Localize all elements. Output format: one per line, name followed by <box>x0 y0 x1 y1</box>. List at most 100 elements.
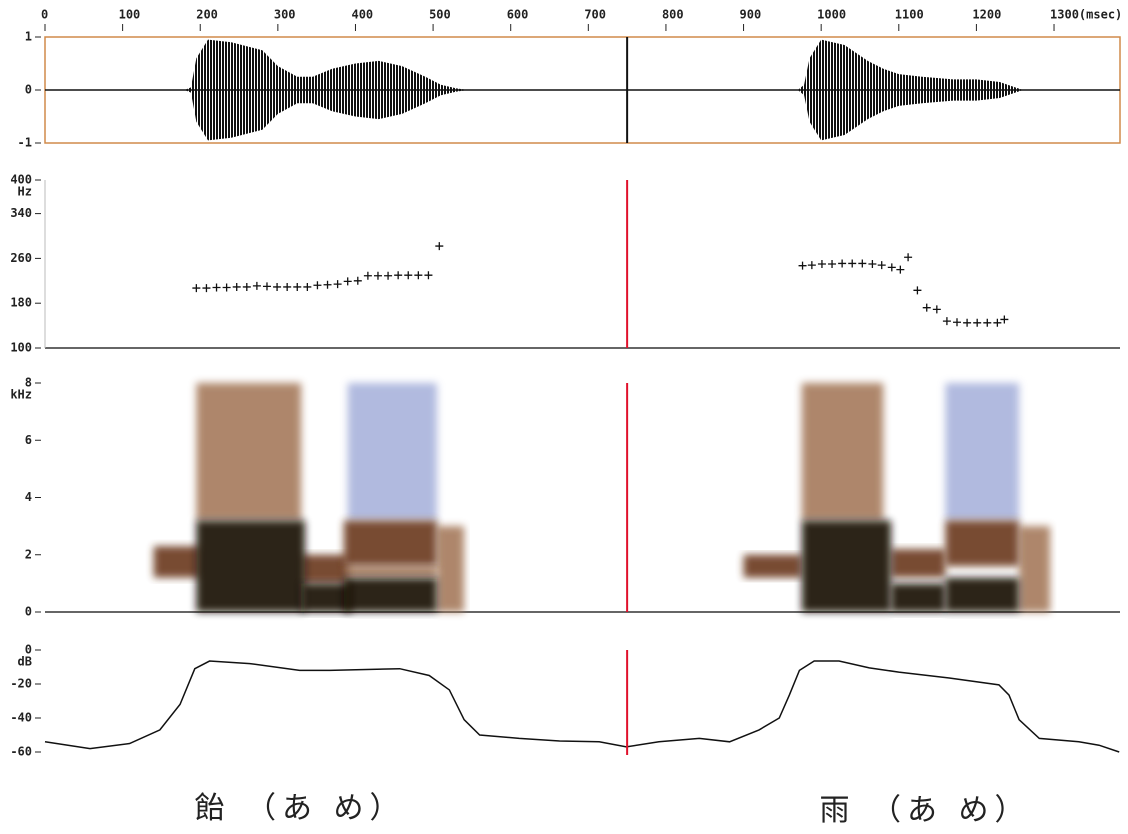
pitch-point <box>953 318 962 327</box>
y-tick-label: 2 <box>25 547 32 561</box>
waveform-lower <box>45 90 1120 141</box>
x-tick-label: 100 <box>119 8 141 22</box>
pitch-point <box>817 260 826 268</box>
pitch-point <box>858 259 867 268</box>
y-tick-label: 0 <box>25 83 32 97</box>
y-tick-label: 1 <box>25 30 32 44</box>
y-tick-label: 8 <box>25 376 32 390</box>
pitch-point <box>384 271 393 280</box>
spectral-region <box>196 383 302 521</box>
x-tick-label: 600 <box>507 8 529 22</box>
spectral-region <box>301 583 352 612</box>
x-tick-label: 0 <box>41 8 48 22</box>
pitch-point <box>262 282 271 291</box>
y-tick-label: 0 <box>25 605 32 619</box>
pitch-point <box>232 282 241 291</box>
pitch-point <box>983 318 992 327</box>
y-tick-label: 0 <box>25 643 32 657</box>
pitch-point <box>373 271 382 280</box>
pitch-point <box>963 318 972 327</box>
pitch-point <box>333 280 342 289</box>
spectral-region <box>945 383 1020 521</box>
y-tick-label: 4 <box>25 490 32 504</box>
spectral-region <box>301 554 348 584</box>
x-tick-label: 1200 <box>972 8 1001 22</box>
pitch-point <box>913 286 922 295</box>
spectral-region <box>801 383 884 521</box>
pitch-point <box>887 263 896 272</box>
pitch-point <box>212 283 221 292</box>
x-tick-label: 1300(msec) <box>1050 8 1122 22</box>
y-tick-label: -60 <box>10 745 32 759</box>
pitch-point <box>798 261 807 270</box>
y-unit-label: dB <box>18 655 32 669</box>
pitch-point <box>828 260 837 268</box>
y-tick-label: -20 <box>10 677 32 691</box>
pitch-point <box>424 271 433 280</box>
x-tick-label: 500 <box>429 8 451 22</box>
spectral-region <box>436 526 465 612</box>
pitch-point <box>353 276 362 285</box>
spectral-region <box>196 520 306 612</box>
pitch-point <box>202 284 211 293</box>
spectral-region <box>343 577 437 612</box>
pitch-point <box>363 271 372 280</box>
pitch-point <box>435 242 444 251</box>
spectral-region <box>343 566 437 578</box>
pitch-point <box>404 271 413 280</box>
pitch-point <box>283 282 292 291</box>
pitch-point <box>838 259 847 268</box>
spectral-region <box>891 549 946 578</box>
x-tick-label: 1000 <box>817 8 846 22</box>
pitch-point <box>313 281 322 290</box>
y-unit-label: Hz <box>18 185 32 199</box>
pitch-point <box>896 265 905 274</box>
y-tick-label: 100 <box>10 341 32 355</box>
pitch-point <box>973 318 982 327</box>
spectral-region <box>801 520 892 612</box>
pitch-point <box>252 281 261 290</box>
pitch-point <box>394 271 403 280</box>
spectral-region <box>743 554 802 578</box>
y-tick-label: 340 <box>10 206 32 220</box>
spectral-region <box>343 520 437 567</box>
pitch-point <box>904 253 913 262</box>
pitch-point <box>1000 315 1009 324</box>
pitch-point <box>868 260 877 268</box>
x-tick-label: 1100 <box>895 8 924 22</box>
spectral-region <box>945 520 1020 567</box>
spectral-region <box>1019 526 1051 612</box>
pitch-point <box>922 303 931 312</box>
pitch-point <box>192 284 201 293</box>
pitch-point <box>293 282 302 291</box>
caption: 雨 （あ め） <box>819 793 1030 828</box>
intensity-curve <box>44 660 1120 753</box>
y-tick-label: 180 <box>10 296 32 310</box>
pitch-point <box>877 261 886 270</box>
x-tick-label: 700 <box>584 8 606 22</box>
x-tick-label: 300 <box>274 8 296 22</box>
spectral-region <box>153 546 201 578</box>
y-unit-label: kHz <box>10 388 32 402</box>
x-tick-label: 400 <box>351 8 373 22</box>
pitch-point <box>932 305 941 314</box>
pitch-point <box>303 282 312 291</box>
pitch-point <box>807 261 816 270</box>
pitch-point <box>343 277 352 286</box>
caption: 飴 （あ め） <box>194 791 405 826</box>
y-tick-label: 260 <box>10 251 32 265</box>
pitch-point <box>222 283 231 292</box>
pitch-point <box>273 282 282 291</box>
x-tick-label: 900 <box>740 8 762 22</box>
x-tick-label: 800 <box>662 8 684 22</box>
spectral-region <box>945 577 1020 612</box>
y-tick-label: -40 <box>10 711 32 725</box>
pitch-point <box>242 282 251 291</box>
x-tick-label: 200 <box>196 8 218 22</box>
spectral-region <box>891 583 946 612</box>
pitch-point <box>414 271 423 280</box>
pitch-point <box>323 280 332 289</box>
waveform-upper <box>45 39 1120 90</box>
y-tick-label: 400 <box>10 173 32 187</box>
